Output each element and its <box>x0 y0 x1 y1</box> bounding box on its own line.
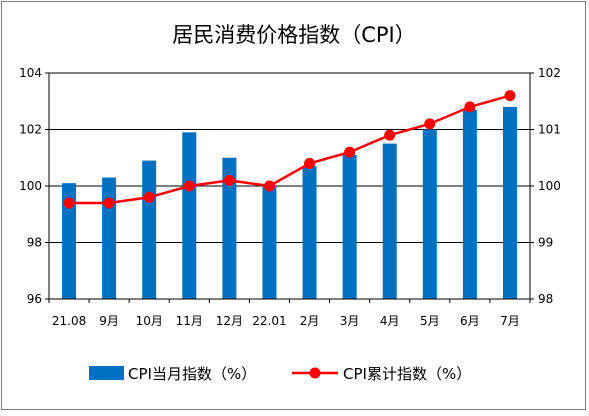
cpi-cumulative-point <box>304 157 316 169</box>
cpi-cumulative-point <box>424 118 436 130</box>
cpi-monthly-bar <box>302 166 317 299</box>
x-tick-label: 11月 <box>176 314 203 328</box>
cpi-cumulative-point <box>504 90 516 102</box>
cpi-cumulative-line <box>69 94 511 205</box>
legend-bar-label: CPI当月指数（%） <box>128 365 256 383</box>
cpi-monthly-bar <box>62 183 77 299</box>
x-tick-label: 5月 <box>420 314 440 328</box>
y-left-tick-label: 98 <box>27 236 42 250</box>
x-tick-label: 10月 <box>136 314 163 328</box>
y-right-tick-label: 101 <box>538 123 561 137</box>
legend-line-marker <box>309 367 321 379</box>
cpi-cumulative-point <box>63 197 75 209</box>
cpi-monthly-bar <box>462 109 477 299</box>
line-series <box>63 90 516 209</box>
cpi-cumulative-point <box>103 197 115 209</box>
x-tick-label: 4月 <box>380 314 400 328</box>
x-tick-label: 6月 <box>460 314 480 328</box>
cpi-monthly-bar <box>382 143 397 299</box>
cpi-monthly-bar <box>342 154 357 299</box>
cpi-monthly-bar <box>222 157 237 299</box>
y-right-tick-label: 100 <box>538 179 561 193</box>
cpi-cumulative-point <box>223 174 235 186</box>
cpi-cumulative-point <box>464 101 476 113</box>
cpi-monthly-bar <box>502 106 517 300</box>
bar-series <box>62 106 517 300</box>
chart-frame: 居民消费价格指数（CPI） 96 98 100 102 104 98 99 100 101 102… <box>1 1 586 410</box>
axes: 96 98 100 102 104 98 99 100 101 102 21.08 9月 10月 11月 1… <box>19 66 561 328</box>
x-tick-label: 7月 <box>500 314 520 328</box>
legend-bar-swatch <box>89 366 124 380</box>
cpi-cumulative-point <box>263 180 275 192</box>
x-tick-label: 21.08 <box>52 314 86 328</box>
y-left-tick-label: 104 <box>19 66 42 80</box>
y-left-tick-label: 102 <box>19 123 42 137</box>
y-left-tick-label: 100 <box>19 179 42 193</box>
cpi-monthly-bar <box>262 186 277 299</box>
y-right-tick-label: 99 <box>538 236 553 250</box>
y-right-tick-label: 98 <box>538 292 553 306</box>
x-tick-label: 3月 <box>340 314 360 328</box>
legend: CPI当月指数（%） CPI累计指数（%） <box>89 365 471 383</box>
x-tick-label: 22.01 <box>252 314 286 328</box>
cpi-cumulative-point <box>183 180 195 192</box>
y-right-tick-label: 102 <box>538 66 561 80</box>
cpi-monthly-bar <box>182 132 197 299</box>
x-tick-label: 2月 <box>300 314 320 328</box>
cpi-cumulative-point <box>344 146 356 158</box>
cpi-monthly-bar <box>422 129 437 299</box>
cpi-monthly-bar <box>102 177 117 299</box>
cpi-chart: 居民消费价格指数（CPI） 96 98 100 102 104 98 99 100 101 102… <box>19 23 561 383</box>
legend-line-label: CPI累计指数（%） <box>343 365 471 383</box>
y-left-tick-label: 96 <box>27 292 42 306</box>
x-tick-label: 12月 <box>216 314 243 328</box>
cpi-monthly-bar <box>142 160 157 299</box>
chart-title: 居民消费价格指数（CPI） <box>172 23 416 47</box>
cpi-cumulative-point <box>384 129 396 141</box>
cpi-cumulative-point <box>143 191 155 203</box>
gridlines <box>49 72 530 300</box>
x-tick-label: 9月 <box>99 314 119 328</box>
